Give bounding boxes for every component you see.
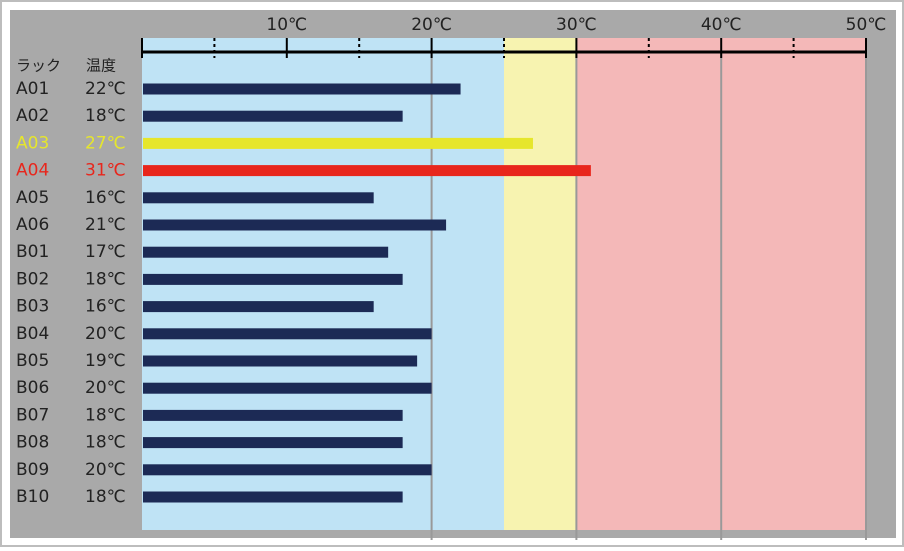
rack-label: A01 — [16, 79, 49, 99]
value-label: 20℃ — [85, 324, 126, 344]
bar — [143, 110, 403, 122]
rack-label: A05 — [16, 188, 49, 208]
x-tick-label: 40℃ — [701, 15, 742, 35]
bar — [143, 83, 461, 95]
value-label: 18℃ — [85, 106, 126, 126]
value-label: 20℃ — [85, 378, 126, 398]
value-label: 16℃ — [85, 188, 126, 208]
value-label: 16℃ — [85, 297, 126, 317]
x-tick-label: 30℃ — [556, 15, 597, 35]
x-tick-label: 10℃ — [266, 15, 307, 35]
rack-label: A02 — [16, 106, 49, 126]
value-label: 22℃ — [85, 79, 126, 99]
rack-label: B06 — [16, 378, 49, 398]
bar — [143, 219, 447, 231]
bar — [143, 437, 403, 449]
rack-label: B04 — [16, 324, 49, 344]
bar — [143, 409, 403, 421]
x-tick-label: 20℃ — [411, 15, 452, 35]
x-tick-label: 50℃ — [846, 15, 887, 35]
rack-label: A04 — [16, 161, 49, 181]
bar — [143, 192, 374, 204]
value-label: 18℃ — [85, 487, 126, 507]
rack-label: A06 — [16, 215, 49, 235]
rack-label: B09 — [16, 460, 49, 480]
bar — [143, 301, 374, 313]
value-label: 17℃ — [85, 242, 126, 262]
rack-label: B05 — [16, 351, 49, 371]
bar — [143, 355, 418, 367]
bar — [143, 165, 591, 177]
bar — [143, 137, 533, 149]
value-label: 18℃ — [85, 269, 126, 289]
rack-label: B02 — [16, 269, 49, 289]
rack-label: B01 — [16, 242, 49, 262]
bar — [143, 273, 403, 285]
bar — [143, 246, 389, 258]
value-label: 27℃ — [85, 133, 126, 153]
header-rack: ラック — [16, 57, 61, 75]
bar — [143, 491, 403, 503]
value-label: 21℃ — [85, 215, 126, 235]
rack-label: B08 — [16, 433, 49, 453]
value-label: 18℃ — [85, 433, 126, 453]
bar — [143, 382, 432, 394]
value-label: 19℃ — [85, 351, 126, 371]
zone — [504, 38, 577, 530]
bar — [143, 464, 432, 476]
rack-label: A03 — [16, 133, 49, 153]
bar — [143, 328, 432, 340]
value-label: 31℃ — [85, 161, 126, 181]
value-label: 20℃ — [85, 460, 126, 480]
rack-label: B10 — [16, 487, 49, 507]
rack-label: B07 — [16, 405, 49, 425]
header-temp: 温度 — [86, 57, 116, 75]
value-label: 18℃ — [85, 405, 126, 425]
rack-label: B03 — [16, 297, 49, 317]
